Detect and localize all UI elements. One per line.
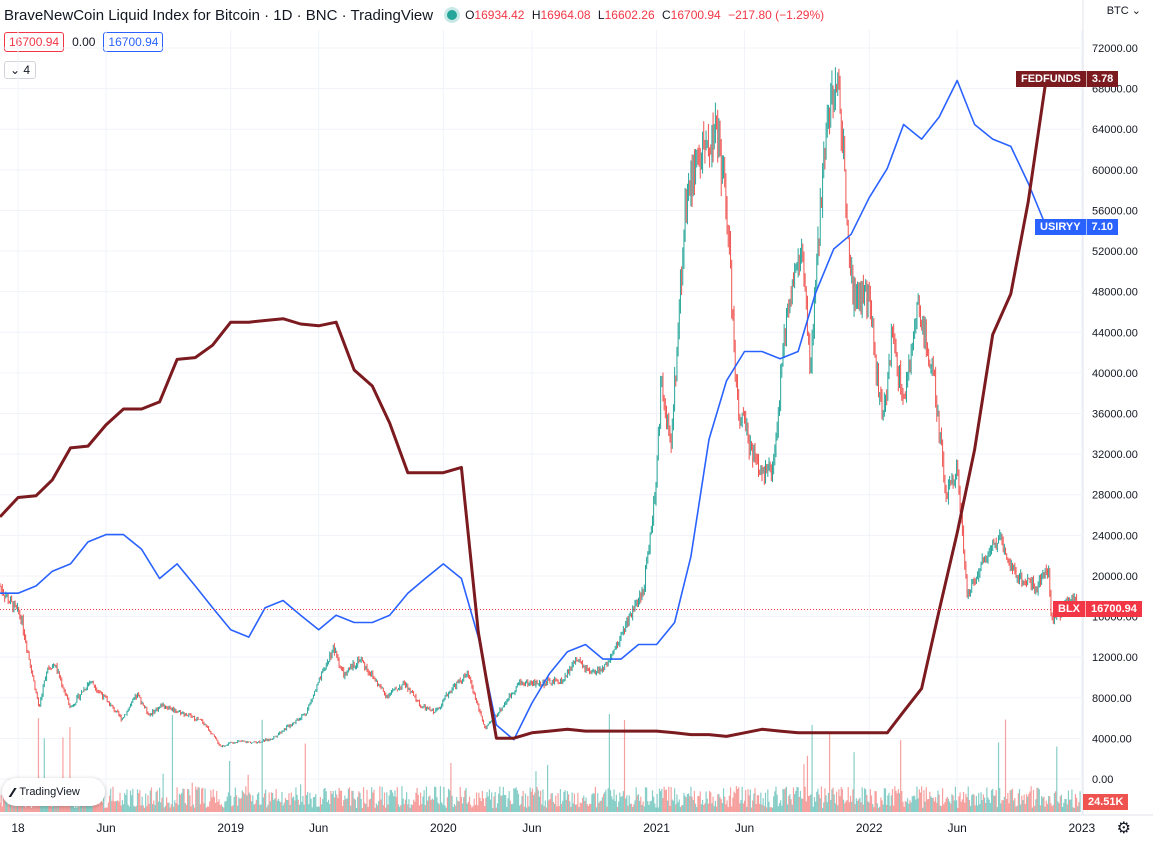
y-tick-label: 20000.00 — [1092, 571, 1138, 583]
buy-button[interactable]: 16700.94 — [103, 32, 164, 52]
logo-text: TradingView — [19, 786, 80, 798]
y-tick-label: 56000.00 — [1092, 205, 1138, 217]
x-tick-label: Jun — [96, 821, 115, 835]
x-tick-label: Jun — [947, 821, 966, 835]
y-tick-label: 48000.00 — [1092, 287, 1138, 299]
trade-buttons: 16700.94 0.00 16700.94 — [4, 32, 164, 52]
chart-header: BraveNewCoin Liquid Index for Bitcoin · … — [4, 5, 828, 25]
chevron-down-icon: ⌄ — [1131, 5, 1141, 17]
volume-tag: 24.51K — [1083, 794, 1129, 810]
y-tick-label: 8000.00 — [1092, 693, 1132, 705]
indicators-toggle-button[interactable]: ⌄ 4 — [4, 61, 37, 79]
indicators-count: 4 — [23, 63, 31, 77]
fedfunds-tag-name: FEDFUNDS — [1021, 73, 1081, 85]
x-tick-label: 2022 — [856, 821, 883, 835]
open-key: O — [465, 8, 475, 22]
usiryy-line — [0, 79, 1048, 741]
chevron-down-icon: ⌄ — [10, 63, 21, 77]
low-key: L — [597, 8, 605, 22]
volume-tag-value: 24.51K — [1088, 796, 1124, 808]
x-tick-label: 18 — [11, 821, 25, 835]
high-value: 16964.08 — [540, 8, 591, 22]
x-tick-label: Jun — [735, 821, 754, 835]
y-tick-label: 60000.00 — [1092, 165, 1138, 177]
sell-button[interactable]: 16700.94 — [4, 32, 65, 52]
spread-value: 0.00 — [72, 35, 96, 49]
fedfunds-line — [0, 77, 1048, 740]
tradingview-logo-icon: ⁄⁄ — [11, 784, 15, 800]
y-tick-label: 4000.00 — [1092, 733, 1132, 745]
chart-title[interactable]: BraveNewCoin Liquid Index for Bitcoin · … — [4, 6, 434, 24]
blx-tag: BLX 16700.94 — [1053, 601, 1142, 618]
y-tick-label: 36000.00 — [1092, 409, 1138, 421]
y-tick-label: 40000.00 — [1092, 368, 1138, 380]
fedfunds-tag-value: 3.78 — [1085, 71, 1118, 87]
y-tick-label: 12000.00 — [1092, 652, 1138, 664]
gear-icon[interactable]: ⚙ — [1116, 820, 1131, 837]
tradingview-logo[interactable]: ⁄⁄ TradingView — [2, 778, 105, 806]
currency-selector[interactable]: BTC ⌄ — [1107, 4, 1141, 17]
x-tick-label: 2023 — [1068, 821, 1095, 835]
y-tick-label: 64000.00 — [1092, 124, 1138, 136]
y-tick-label: 24000.00 — [1092, 530, 1138, 542]
high-key: H — [531, 8, 541, 22]
y-tick-label: 28000.00 — [1092, 490, 1138, 502]
usiryy-tag-name: USIRYY — [1040, 221, 1081, 233]
y-tick-label: 0.00 — [1092, 774, 1113, 786]
fedfunds-tag: FEDFUNDS 3.78 — [1016, 71, 1119, 87]
change-value: −217.80 (−1.29%) — [728, 8, 825, 22]
usiryy-tag: USIRYY 7.10 — [1035, 219, 1118, 235]
y-tick-label: 72000.00 — [1092, 43, 1138, 55]
blx-tag-value: 16700.94 — [1085, 601, 1142, 618]
x-tick-label: 2020 — [430, 821, 457, 835]
x-tick-label: Jun — [522, 821, 541, 835]
close-key: C — [662, 8, 671, 22]
x-tick-label: 2019 — [217, 821, 244, 835]
close-value: 16700.94 — [670, 8, 721, 22]
currency-label: BTC — [1106, 5, 1129, 17]
y-tick-label: 44000.00 — [1092, 327, 1138, 339]
y-tick-label: 32000.00 — [1092, 449, 1138, 461]
low-value: 16602.26 — [604, 8, 655, 22]
x-tick-label: 2021 — [643, 821, 670, 835]
open-value: 16934.42 — [474, 8, 525, 22]
y-tick-label: 52000.00 — [1092, 246, 1138, 258]
market-status-icon — [447, 10, 458, 20]
usiryy-tag-value: 7.10 — [1085, 219, 1118, 235]
blx-tag-name: BLX — [1058, 603, 1080, 616]
x-tick-label: Jun — [309, 821, 328, 835]
ohlc-legend: O16934.42 H16964.08 L16602.26 C16700.94 … — [465, 8, 828, 22]
